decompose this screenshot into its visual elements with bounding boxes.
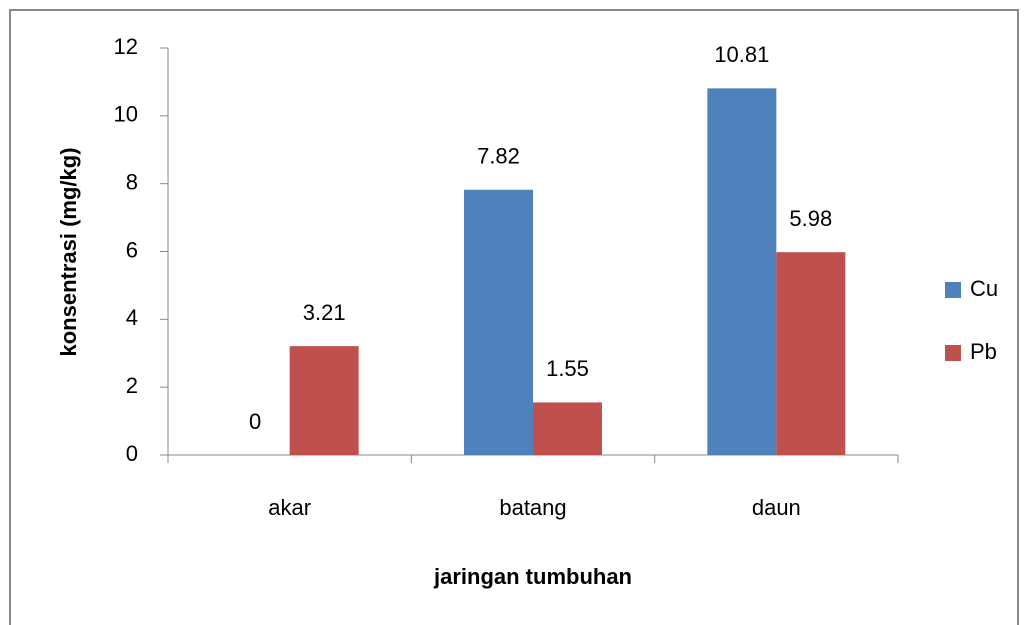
- data-label: 5.98: [789, 206, 832, 231]
- y-tick-label: 4: [126, 305, 138, 330]
- y-tick-label: 10: [114, 102, 138, 127]
- data-label: 10.81: [714, 42, 769, 67]
- data-label: 0: [249, 409, 261, 434]
- legend-swatch: [945, 282, 961, 298]
- data-label: 7.82: [477, 144, 520, 169]
- data-label: 3.21: [303, 300, 346, 325]
- chart-border: [9, 9, 1019, 625]
- x-tick-label: akar: [268, 495, 311, 520]
- y-axis-title: konsentrasi (mg/kg): [56, 147, 81, 356]
- x-axis-title: jaringan tumbuhan: [433, 564, 632, 589]
- x-tick-label: batang: [499, 495, 566, 520]
- y-tick-label: 0: [126, 441, 138, 466]
- bar: [289, 346, 359, 455]
- y-tick-label: 2: [126, 373, 138, 398]
- legend-swatch: [945, 345, 961, 361]
- bar: [776, 252, 846, 455]
- x-tick-label: daun: [752, 495, 801, 520]
- legend-label: Pb: [970, 339, 997, 364]
- data-label: 1.55: [546, 356, 589, 381]
- y-tick-label: 12: [114, 34, 138, 59]
- bar: [464, 189, 533, 455]
- bar: [533, 402, 602, 455]
- legend-label: Cu: [970, 276, 998, 301]
- bar: [707, 88, 777, 455]
- y-tick-label: 8: [126, 169, 138, 194]
- y-tick-label: 6: [126, 237, 138, 262]
